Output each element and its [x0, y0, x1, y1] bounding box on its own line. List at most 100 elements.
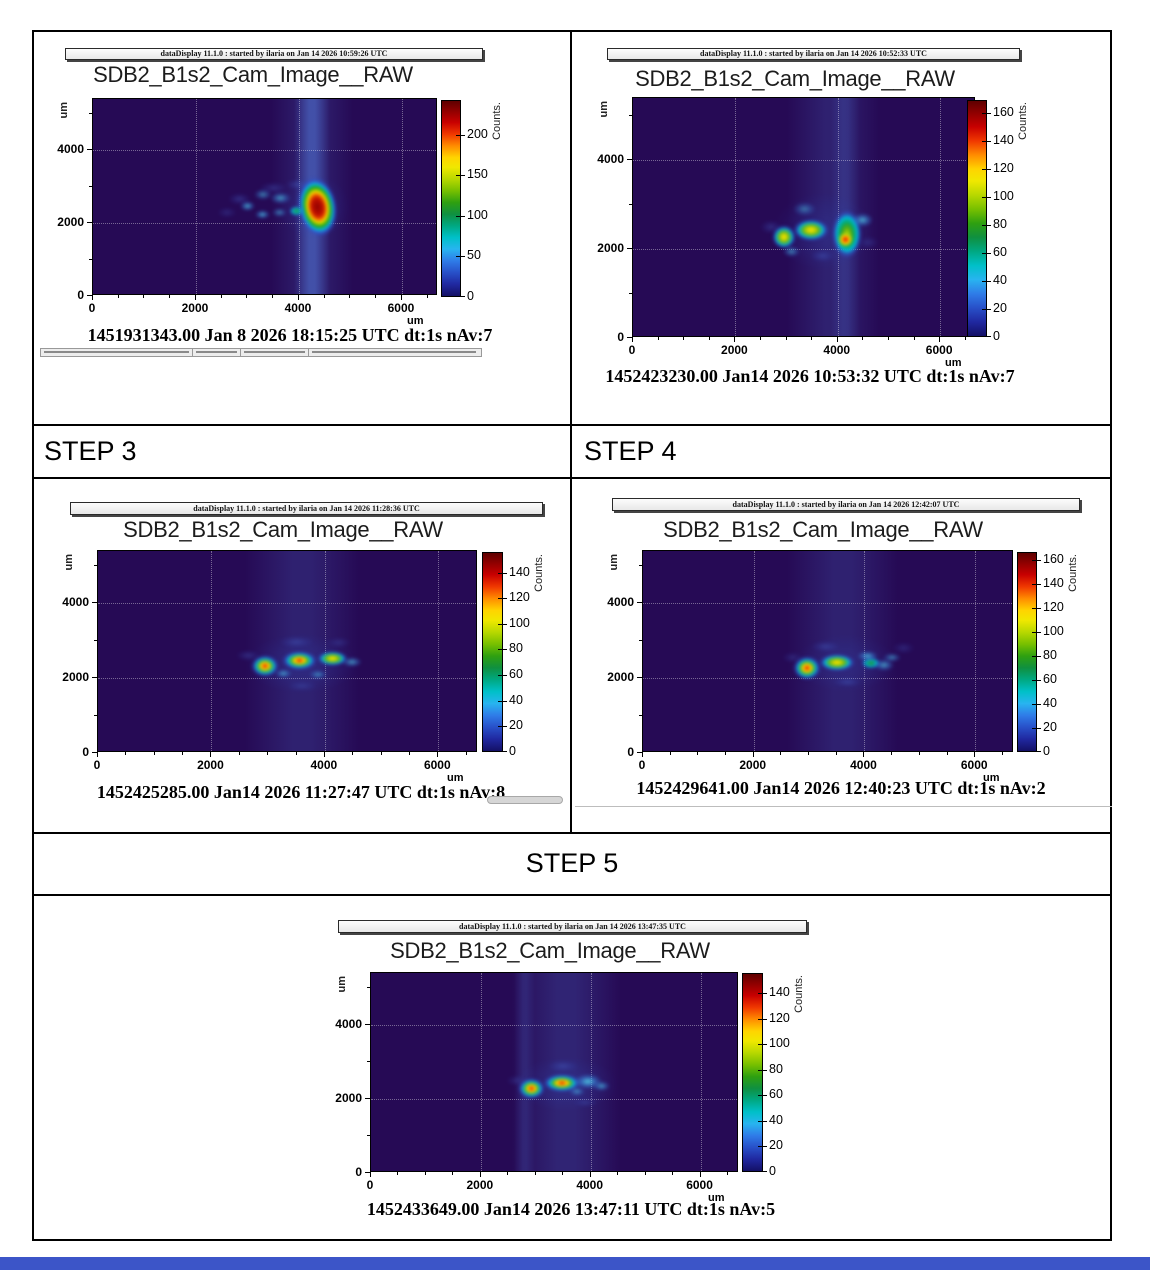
x-axis-minor-tick — [153, 752, 155, 755]
x-tick-label: 4000 — [823, 343, 851, 357]
timestamp-caption: 1451931343.00 Jan 8 2026 18:15:25 UTC dt… — [87, 325, 493, 345]
status-strip-segment — [241, 349, 309, 356]
beam-spot — [258, 181, 288, 195]
colorbar-tick-label: 100 — [467, 207, 488, 222]
x-axis-label: um — [983, 772, 1000, 784]
colorbar-tick-label: 20 — [1043, 720, 1057, 735]
beam-spot — [255, 209, 270, 219]
y-tick-label: 0 — [355, 1165, 362, 1179]
y-axis-label: um — [608, 554, 620, 571]
colorbar — [742, 973, 763, 1172]
x-axis-minor-tick — [862, 337, 864, 340]
x-axis-minor-tick — [913, 337, 915, 340]
window-header-text: dataDisplay 11.1.0 : started by ilaria o… — [700, 49, 927, 58]
y-axis-label: um — [58, 102, 70, 119]
colorbar-tick-label: 80 — [509, 641, 523, 656]
colorbar-tick — [758, 1120, 767, 1122]
gridline-horizontal — [371, 1024, 737, 1026]
gridline-vertical — [324, 551, 326, 751]
x-axis-minor-tick — [918, 752, 920, 755]
gridline-vertical — [975, 551, 977, 751]
x-axis-tick — [642, 752, 643, 757]
x-tick-label: 2000 — [197, 758, 224, 772]
datadisplay-window-header: dataDisplay 11.1.0 : started by ilaria o… — [65, 48, 483, 60]
x-axis-minor-tick — [785, 337, 787, 340]
x-axis-minor-tick — [534, 1172, 536, 1175]
colorbar-tick-label: 80 — [769, 1061, 783, 1076]
x-axis-tick — [699, 1172, 701, 1177]
x-axis-label: um — [447, 772, 464, 784]
x-axis-minor-tick — [143, 295, 145, 298]
x-axis-minor-tick — [808, 752, 810, 755]
beam-spot — [270, 192, 291, 204]
beam-spot — [772, 225, 796, 250]
colorbar-label: Counts. — [1017, 102, 1029, 140]
y-axis-tick — [365, 1023, 370, 1025]
x-tick-label: 0 — [366, 1178, 374, 1192]
x-axis-minor-tick — [811, 337, 813, 340]
beam-spot — [274, 669, 292, 679]
x-axis-minor-tick — [946, 752, 948, 755]
beam-spot — [327, 637, 351, 648]
y-tick-label: 4000 — [597, 152, 624, 167]
y-axis-label: um — [336, 976, 348, 993]
y-axis-minor-tick — [89, 112, 92, 114]
beam-spot — [810, 249, 835, 262]
x-tick-label: 2000 — [721, 343, 748, 357]
beam-spot — [891, 642, 915, 655]
colorbar — [967, 100, 987, 337]
colorbar-tick — [1032, 680, 1041, 682]
x-axis-minor-tick — [759, 337, 761, 340]
y-axis-tick — [87, 295, 92, 296]
colorbar-tick — [498, 649, 507, 651]
beam-spot — [236, 650, 261, 662]
colorbar-tick-label: 0 — [993, 329, 1000, 343]
y-axis-minor-tick — [367, 986, 370, 988]
colorbar-tick — [758, 993, 767, 995]
y-axis-tick — [627, 337, 632, 338]
colorbar-tick — [1032, 608, 1041, 610]
scrollbar-thumb[interactable] — [487, 796, 563, 804]
heatmap-image — [370, 972, 738, 1172]
beam-spot — [568, 1087, 586, 1096]
y-axis-tick — [92, 752, 97, 753]
x-axis-minor-tick — [267, 752, 269, 755]
x-tick-label: 4000 — [850, 758, 877, 772]
colorbar-tick — [982, 252, 991, 254]
colorbar-label: Counts. — [793, 975, 805, 1013]
colorbar-tick — [456, 256, 465, 258]
gridline-vertical — [940, 98, 942, 336]
x-axis-tick — [863, 752, 865, 757]
gridline-horizontal — [643, 603, 1012, 605]
colorbar-label: Counts. — [1067, 554, 1079, 592]
beam-spot — [782, 245, 801, 258]
y-axis-minor-tick — [629, 114, 632, 116]
x-axis-tick — [974, 752, 976, 757]
colorbar-tick-label: 120 — [769, 1010, 790, 1025]
gridline-horizontal — [633, 249, 974, 251]
gridline-vertical — [590, 973, 592, 1171]
colorbar-tick-label: 40 — [769, 1112, 783, 1127]
x-axis-minor-tick — [352, 752, 354, 755]
colorbar-tick — [456, 134, 465, 136]
gridline-vertical — [438, 551, 440, 751]
x-axis-tick — [92, 295, 93, 300]
colorbar-tick-label: 140 — [769, 985, 790, 1000]
datadisplay-window-header: dataDisplay 11.1.0 : started by ilaria o… — [70, 502, 543, 515]
x-tick-label: 6000 — [686, 1178, 713, 1192]
y-axis-tick — [87, 222, 92, 224]
y-tick-label: 4000 — [57, 142, 84, 157]
x-tick-label: 6000 — [925, 343, 953, 357]
y-tick-label: 0 — [82, 745, 89, 759]
y-axis-minor-tick — [629, 292, 632, 294]
y-axis-minor-tick — [89, 258, 92, 260]
x-axis-minor-tick — [426, 295, 428, 298]
x-axis-tick — [323, 752, 325, 757]
x-axis-minor-tick — [169, 295, 171, 298]
y-axis-tick — [637, 752, 642, 753]
step-5-label: STEP 5 — [525, 848, 619, 878]
colorbar-tick-label: 200 — [467, 126, 488, 141]
x-axis-label: um — [945, 357, 962, 369]
timestamp-caption: 1452425285.00 Jan14 2026 11:27:47 UTC dt… — [96, 782, 506, 802]
beam-spot — [781, 652, 804, 663]
